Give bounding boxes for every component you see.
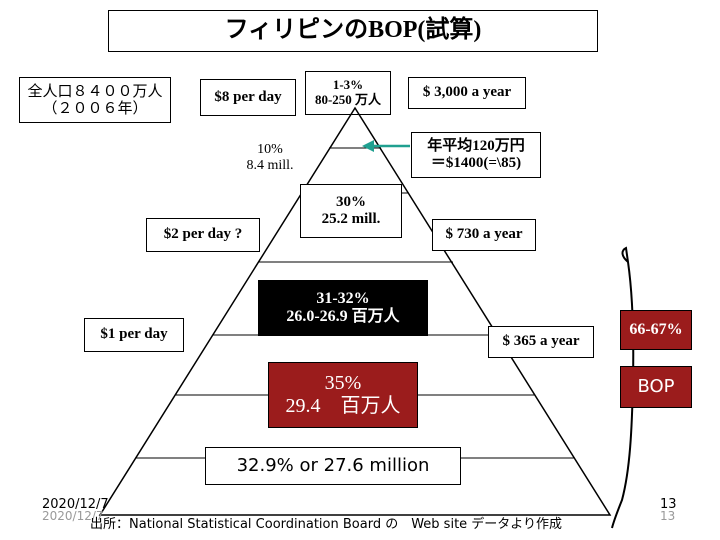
pyramid-outline bbox=[98, 106, 612, 516]
title-box: フィリピンのBOP(試算) bbox=[108, 10, 598, 52]
page-number: 13 bbox=[660, 497, 677, 512]
bottom-share-box: 35% 29.4 百万人 bbox=[268, 362, 418, 428]
eight-per-day-label: $8 per day bbox=[214, 88, 282, 105]
summary-box: 32.9% or 27.6 million bbox=[205, 447, 461, 485]
fourth-share-label: 31-32% 26.0-26.9 百万人 bbox=[286, 289, 400, 325]
page-number-shadow: 13 bbox=[660, 509, 676, 523]
top-share-box: 1-3% 80-250 万人 bbox=[305, 71, 391, 115]
bop-label: BOP bbox=[637, 375, 675, 397]
one-per-day-box: $1 per day bbox=[84, 318, 184, 352]
arrow-head bbox=[362, 140, 374, 152]
population-box: 全人口８４００万人 （２００６年） bbox=[19, 77, 171, 123]
third-share-label: 30% 25.2 mill. bbox=[321, 193, 381, 227]
two-per-day-label: $2 per day ? bbox=[163, 226, 243, 243]
second-share-label: 10% 8.4 mill. bbox=[246, 142, 294, 174]
three-thousand-label: $ 3,000 a year bbox=[422, 84, 512, 101]
page-title: フィリピンのBOP(試算) bbox=[224, 17, 482, 44]
second-share-text: 10% 8.4 mill. bbox=[225, 126, 315, 174]
fourth-share-box: 31-32% 26.0-26.9 百万人 bbox=[258, 280, 428, 336]
avg-note-box: 年平均120万円 ＝$1400(=\85) bbox=[411, 132, 541, 178]
eight-per-day-box: $8 per day bbox=[200, 79, 296, 116]
top-share-label: 1-3% 80-250 万人 bbox=[314, 77, 382, 107]
population-note: 全人口８４００万人 （２００６年） bbox=[27, 81, 163, 117]
two-per-day-box: $2 per day ? bbox=[146, 218, 260, 252]
bop-percent-label: 66-67% bbox=[629, 320, 683, 338]
bop-box: BOP bbox=[620, 366, 692, 408]
three-sixty-five-label: $ 365 a year bbox=[502, 333, 580, 350]
date-main: 2020/12/7 bbox=[42, 497, 109, 512]
source-note: 出所：National Statistical Coordination Boa… bbox=[90, 517, 563, 532]
three-thousand-box: $ 3,000 a year bbox=[408, 77, 526, 109]
three-sixty-five-box: $ 365 a year bbox=[488, 326, 594, 358]
bottom-share-label: 35% 29.4 百万人 bbox=[285, 372, 401, 417]
seven-thirty-label: $ 730 a year bbox=[445, 226, 523, 243]
third-share-box: 30% 25.2 mill. bbox=[300, 184, 402, 238]
date-shadow: 2020/12/7 bbox=[42, 509, 104, 523]
avg-note-label: 年平均120万円 ＝$1400(=\85) bbox=[427, 137, 525, 171]
seven-thirty-box: $ 730 a year bbox=[432, 219, 536, 251]
one-per-day-label: $1 per day bbox=[100, 326, 168, 343]
bop-percent-box: 66-67% bbox=[620, 310, 692, 350]
summary-label: 32.9% or 27.6 million bbox=[236, 454, 430, 476]
